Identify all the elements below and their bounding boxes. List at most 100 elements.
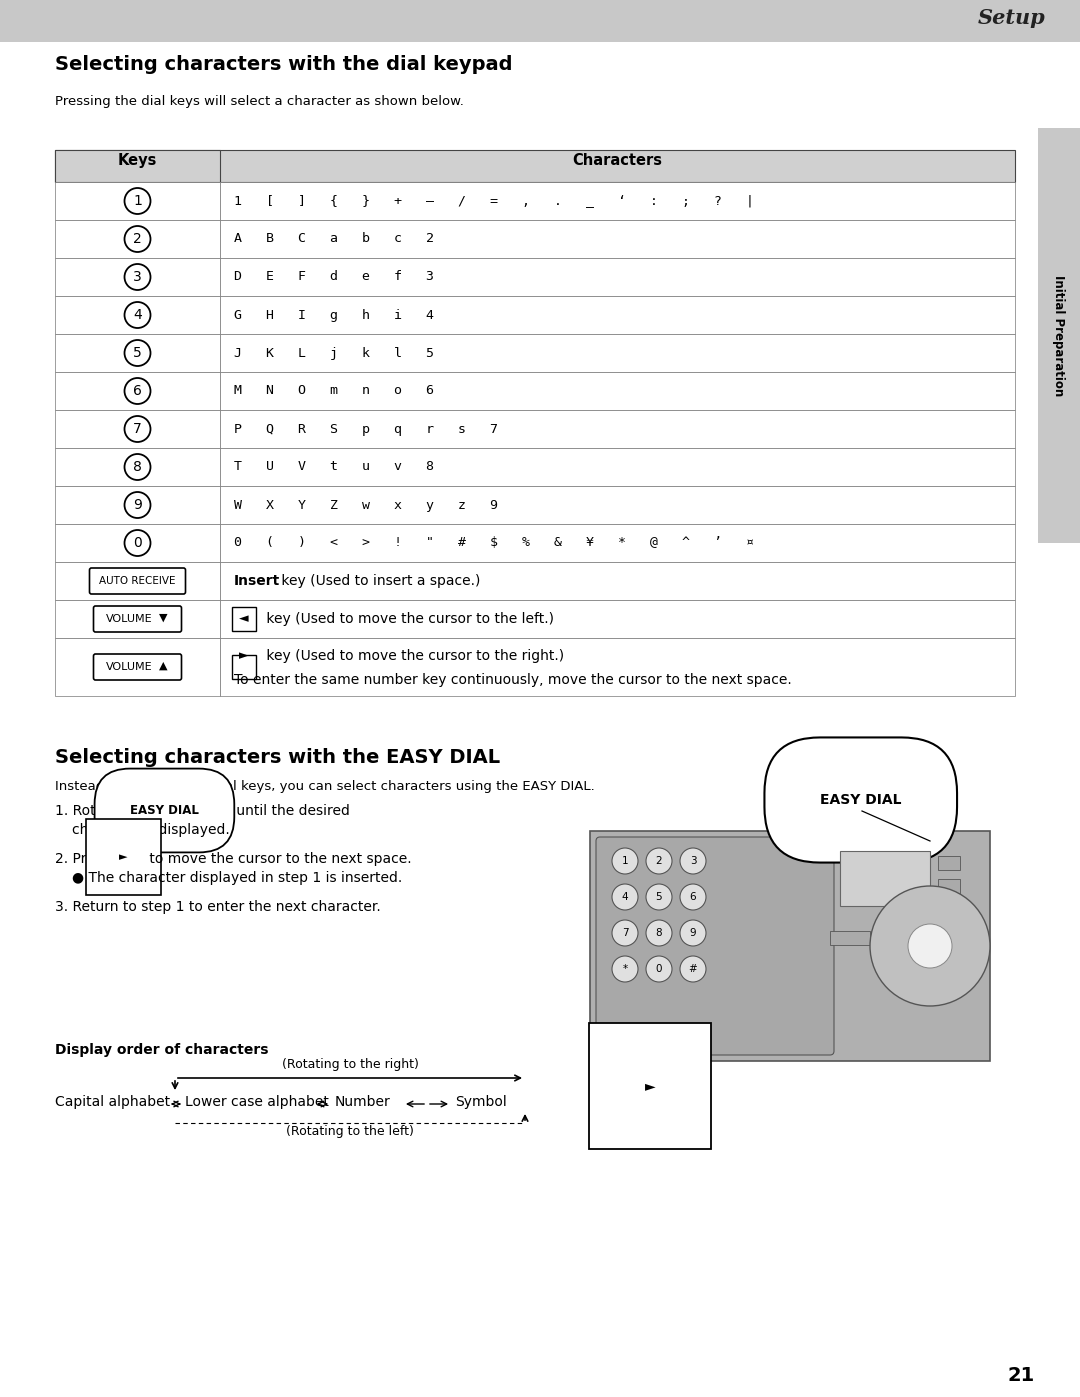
Circle shape bbox=[646, 921, 672, 946]
Text: key (Used to move the cursor to the right.): key (Used to move the cursor to the righ… bbox=[262, 650, 564, 664]
Bar bbox=[220, 182, 1015, 219]
Bar bbox=[840, 851, 930, 907]
Bar bbox=[220, 409, 1015, 448]
Circle shape bbox=[646, 884, 672, 909]
Text: W   X   Y   Z   w   x   y   z   9: W X Y Z w x y z 9 bbox=[234, 499, 498, 511]
Text: 6: 6 bbox=[133, 384, 141, 398]
Text: Display order of characters: Display order of characters bbox=[55, 1044, 269, 1058]
Text: 1: 1 bbox=[133, 194, 141, 208]
Text: ►: ► bbox=[239, 650, 248, 662]
Bar bbox=[55, 599, 220, 638]
Bar bbox=[220, 258, 1015, 296]
Text: 3: 3 bbox=[133, 270, 141, 284]
Text: key (Used to insert a space.): key (Used to insert a space.) bbox=[276, 574, 481, 588]
Text: Capital alphabet: Capital alphabet bbox=[55, 1095, 171, 1109]
Text: (Rotating to the left): (Rotating to the left) bbox=[286, 1125, 414, 1139]
Text: 6: 6 bbox=[690, 893, 697, 902]
Bar bbox=[55, 258, 220, 296]
Text: 2. Press: 2. Press bbox=[55, 852, 113, 866]
Text: *: * bbox=[622, 964, 627, 974]
Text: EASY DIAL: EASY DIAL bbox=[130, 805, 199, 817]
Text: 4: 4 bbox=[622, 893, 629, 902]
Text: Setup: Setup bbox=[977, 8, 1045, 28]
Bar bbox=[55, 562, 220, 599]
Circle shape bbox=[612, 956, 638, 982]
Text: key (Used to move the cursor to the left.): key (Used to move the cursor to the left… bbox=[262, 612, 554, 626]
Text: Selecting characters with the dial keypad: Selecting characters with the dial keypa… bbox=[55, 54, 513, 74]
Text: 9: 9 bbox=[690, 928, 697, 937]
Bar bbox=[55, 334, 220, 372]
Bar bbox=[55, 638, 220, 696]
Text: VOLUME: VOLUME bbox=[106, 662, 152, 672]
Text: T   U   V   t   u   v   8: T U V t u v 8 bbox=[234, 461, 434, 474]
Text: to move the cursor to the next space.: to move the cursor to the next space. bbox=[145, 852, 411, 866]
Text: VOLUME: VOLUME bbox=[106, 615, 152, 624]
Text: Characters: Characters bbox=[572, 154, 662, 168]
Text: 1   [   ]   {   }   +   –   /   =   ,   .   _   ‘   :   ;   ?   |: 1 [ ] { } + – / = , . _ ‘ : ; ? | bbox=[234, 194, 754, 208]
FancyBboxPatch shape bbox=[232, 608, 256, 631]
Bar bbox=[55, 372, 220, 409]
Text: 3. Return to step 1 to enter the next character.: 3. Return to step 1 to enter the next ch… bbox=[55, 900, 381, 914]
Bar bbox=[220, 486, 1015, 524]
Bar bbox=[831, 930, 870, 944]
Text: 8: 8 bbox=[656, 928, 662, 937]
Text: 3: 3 bbox=[690, 856, 697, 866]
Text: character is displayed.: character is displayed. bbox=[72, 823, 230, 837]
Text: EASY DIAL: EASY DIAL bbox=[820, 793, 902, 807]
Text: A   B   C   a   b   c   2: A B C a b c 2 bbox=[234, 232, 434, 246]
Bar bbox=[220, 599, 1015, 638]
Text: 9: 9 bbox=[133, 497, 141, 511]
Text: Keys: Keys bbox=[118, 154, 158, 168]
Bar bbox=[220, 638, 1015, 696]
Text: Lower case alphabet: Lower case alphabet bbox=[185, 1095, 329, 1109]
Text: ▼: ▼ bbox=[159, 613, 167, 623]
Text: ▲: ▲ bbox=[159, 661, 167, 671]
Text: AUTO RECEIVE: AUTO RECEIVE bbox=[99, 576, 176, 585]
Bar bbox=[55, 296, 220, 334]
Text: Insert: Insert bbox=[234, 574, 280, 588]
Bar bbox=[220, 334, 1015, 372]
Text: Initial Preparation: Initial Preparation bbox=[1053, 275, 1066, 397]
Text: 1. Rotate: 1. Rotate bbox=[55, 805, 123, 819]
Text: P   Q   R   S   p   q   r   s   7: P Q R S p q r s 7 bbox=[234, 422, 498, 436]
Bar bbox=[1038, 129, 1080, 543]
Bar bbox=[913, 951, 935, 965]
Bar bbox=[55, 149, 1015, 182]
Text: 2: 2 bbox=[133, 232, 141, 246]
Circle shape bbox=[870, 886, 990, 1006]
Bar bbox=[55, 182, 220, 219]
Text: 5: 5 bbox=[133, 346, 141, 360]
Bar bbox=[590, 831, 990, 1060]
Circle shape bbox=[612, 921, 638, 946]
Circle shape bbox=[680, 848, 706, 875]
Text: M   N   O   m   n   o   6: M N O m n o 6 bbox=[234, 384, 434, 398]
Bar bbox=[220, 524, 1015, 562]
Bar bbox=[0, 0, 1080, 42]
Text: Instead of pressing the dial keys, you can select characters using the EASY DIAL: Instead of pressing the dial keys, you c… bbox=[55, 780, 595, 793]
Text: 1: 1 bbox=[622, 856, 629, 866]
Circle shape bbox=[646, 848, 672, 875]
Text: 0: 0 bbox=[656, 964, 662, 974]
Text: Number: Number bbox=[335, 1095, 391, 1109]
Circle shape bbox=[612, 848, 638, 875]
Bar bbox=[939, 879, 960, 893]
Circle shape bbox=[680, 956, 706, 982]
Text: Selecting characters with the EASY DIAL: Selecting characters with the EASY DIAL bbox=[55, 747, 500, 767]
Text: 8: 8 bbox=[133, 460, 141, 474]
Text: ►: ► bbox=[119, 852, 127, 862]
Circle shape bbox=[680, 921, 706, 946]
Bar bbox=[55, 448, 220, 486]
Bar bbox=[220, 296, 1015, 334]
FancyBboxPatch shape bbox=[596, 837, 834, 1055]
Text: 0   (   )   <   >   !   "   #   $   %   &   ¥   *   @   ^   ’   ¤: 0 ( ) < > ! " # $ % & ¥ * @ ^ ’ ¤ bbox=[234, 536, 754, 549]
Circle shape bbox=[646, 956, 672, 982]
Text: 5: 5 bbox=[656, 893, 662, 902]
Bar bbox=[55, 219, 220, 258]
Text: ◄: ◄ bbox=[239, 612, 248, 626]
Circle shape bbox=[680, 884, 706, 909]
Bar bbox=[220, 372, 1015, 409]
Text: 7: 7 bbox=[133, 422, 141, 436]
Text: 7: 7 bbox=[622, 928, 629, 937]
Bar bbox=[55, 486, 220, 524]
Text: until the desired: until the desired bbox=[232, 805, 350, 819]
